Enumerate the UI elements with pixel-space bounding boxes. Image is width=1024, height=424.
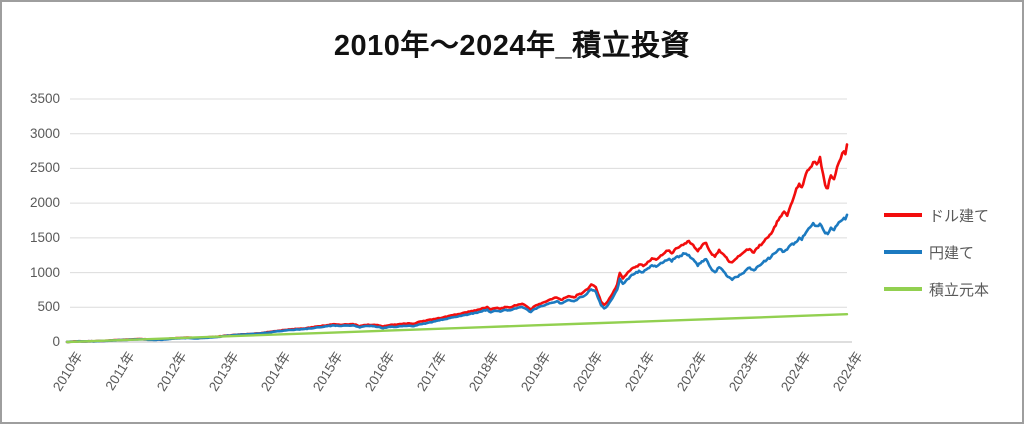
legend-label: 積立元本 <box>929 281 990 299</box>
y-tick-label: 3500 <box>29 91 60 106</box>
series-line-2 <box>65 213 849 344</box>
y-tick-label: 1000 <box>29 264 60 280</box>
y-tick-label: 3000 <box>29 125 60 141</box>
y-tick-label: 500 <box>37 299 60 315</box>
legend-item-2: 円建て <box>884 242 989 262</box>
series-line-3 <box>65 313 849 344</box>
legend-line-swatch <box>884 213 922 217</box>
y-tick-label: 1500 <box>29 229 60 245</box>
legend-line-swatch <box>884 287 922 291</box>
y-tick-label: 2500 <box>29 160 60 176</box>
chart-title: 2010年～2024年_積立投資 <box>333 30 691 62</box>
legend-item-3: 積立元本 <box>884 279 989 299</box>
y-tick-label: 0 <box>52 334 60 349</box>
legend-item-1: ドル建て <box>884 205 989 225</box>
legend-line-swatch <box>884 250 922 254</box>
y-tick-label: 2000 <box>29 195 60 211</box>
legend-label: 円建て <box>929 244 975 262</box>
legend: ドル建て円建て積立元本 <box>884 205 989 316</box>
series-line-1 <box>65 143 849 344</box>
legend-label: ドル建て <box>929 207 990 225</box>
